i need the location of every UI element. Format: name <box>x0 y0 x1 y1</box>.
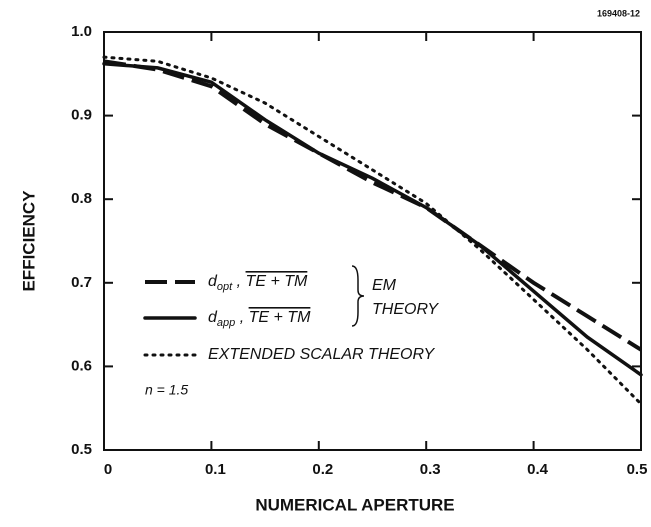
x-axis-label: NUMERICAL APERTURE <box>255 495 454 514</box>
series-line <box>103 59 643 352</box>
x-tick-label: 0.5 <box>627 461 648 478</box>
annotation: EM <box>372 277 397 294</box>
y-tick-label: 0.6 <box>71 357 92 374</box>
legend-sep: , <box>235 309 248 326</box>
legend-name: d <box>208 309 218 326</box>
legend-name-sub: opt <box>217 281 233 293</box>
y-tick-label: 0.8 <box>71 190 92 207</box>
figure-id: 169408-12 <box>597 8 640 18</box>
legend-name: EXTENDED SCALAR THEORY <box>208 346 435 363</box>
legend-label: dopt , TE + TM <box>208 273 308 293</box>
annotation: THEORY <box>372 301 439 318</box>
annotation: n = 1.5 <box>145 382 188 398</box>
x-tick-label: 0.2 <box>312 461 333 478</box>
y-tick-label: 0.5 <box>71 441 92 458</box>
legend-name: d <box>208 273 218 290</box>
legend-name-suffix: TE + TM <box>249 309 311 326</box>
x-tick-label: 0.1 <box>205 461 226 478</box>
legend-name-suffix: TE + TM <box>246 273 308 290</box>
series-line <box>102 62 643 377</box>
y-tick-label: 1.0 <box>71 23 92 40</box>
y-axis-label: EFFICIENCY <box>19 190 38 292</box>
y-tick-label: 0.7 <box>71 274 92 291</box>
series-line <box>102 55 643 406</box>
legend-brace <box>351 265 365 327</box>
legend-label: EXTENDED SCALAR THEORY <box>208 346 435 363</box>
x-tick-label: 0.4 <box>527 461 549 478</box>
plot-frame <box>103 31 642 451</box>
legend-name-sub: app <box>217 317 235 329</box>
x-tick-label: 0 <box>104 461 112 478</box>
y-tick-label: 0.9 <box>71 107 92 124</box>
legend-sep: , <box>232 273 245 290</box>
x-tick-label: 0.3 <box>420 461 441 478</box>
legend-label: dapp , TE + TM <box>208 309 311 329</box>
